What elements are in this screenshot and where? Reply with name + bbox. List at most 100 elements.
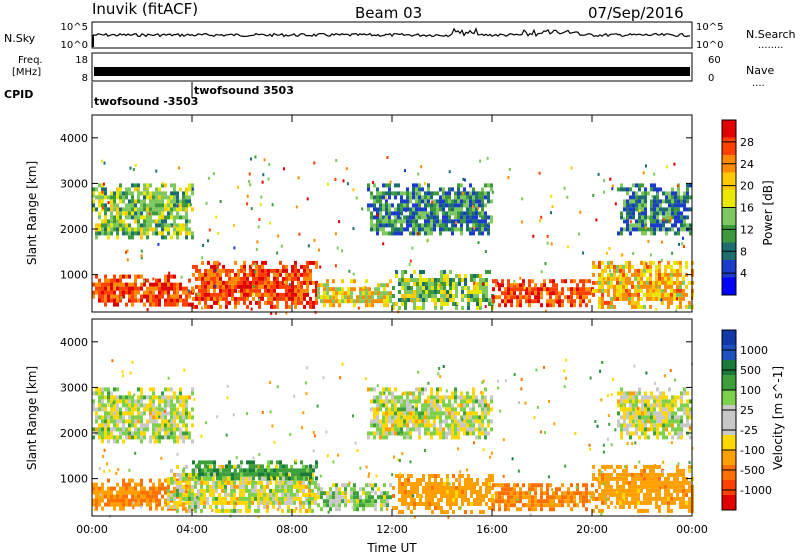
velocity-colorbar-swatch-0 bbox=[722, 330, 736, 346]
nave-tick-low: 0 bbox=[708, 73, 714, 84]
xtick-label-4: 16:00 bbox=[476, 523, 508, 536]
nsky-label: N.Sky bbox=[4, 32, 36, 45]
velocity-colorbar-swatch-2 bbox=[722, 360, 736, 376]
power-band-6 bbox=[492, 279, 594, 308]
xtick-label-5: 20:00 bbox=[576, 523, 608, 536]
power-band-0 bbox=[92, 274, 194, 307]
beam-title: Beam 03 bbox=[355, 4, 422, 22]
power-colorbar-tick-label-4: 12 bbox=[740, 223, 754, 236]
freq-trace bbox=[94, 67, 690, 76]
velocity-heatmap bbox=[92, 358, 694, 519]
velocity-band-1 bbox=[92, 387, 194, 444]
velocity-band-3 bbox=[192, 460, 318, 481]
nave-tick-high: 60 bbox=[708, 55, 721, 66]
velocity-colorbar: 1000 500 100 25 -25 -100 -500 -1000 bbox=[721, 329, 772, 511]
power-band-1 bbox=[92, 183, 194, 240]
power-panel: 1000 2000 3000 4000 Slant Range [km] 28 24 20… bbox=[25, 114, 775, 315]
cpid-entry-2: twofsound 3503 bbox=[194, 84, 294, 97]
velocity-colorbar-swatch-10 bbox=[722, 480, 736, 496]
velocity-colorbar-swatch-6 bbox=[722, 420, 736, 436]
velocity-band-6 bbox=[367, 387, 493, 440]
date-title: 07/Sep/2016 bbox=[588, 4, 684, 22]
power-colorbar-tick-label-6: 4 bbox=[740, 267, 747, 280]
velocity-speckle bbox=[94, 358, 694, 519]
power-band-3 bbox=[317, 279, 392, 308]
cpid-entry-1: twofsound -3503 bbox=[94, 95, 198, 108]
power-colorbar: 28 24 20 16 12 8 4 bbox=[721, 119, 754, 296]
nave-label: Nave bbox=[746, 64, 774, 77]
velocity-colorbar-swatch-3 bbox=[722, 375, 736, 391]
velocity-colorbar-tick-label-3: 25 bbox=[740, 404, 754, 417]
power-speckle bbox=[92, 155, 694, 315]
velocity-panel: 1000 2000 3000 4000 00:00 04:00 08:00 12:00 16:… bbox=[25, 318, 785, 536]
power-heatmap bbox=[92, 155, 694, 315]
freq-label-1: Freq. bbox=[18, 55, 43, 66]
velocity-colorbar-tick-label-7: -1000 bbox=[740, 484, 772, 497]
power-colorbar-swatch-1 bbox=[722, 137, 736, 156]
nsky-panel: N.Sky 10^5 10^0 10^5 10^0 N.Search .....… bbox=[4, 21, 796, 51]
power-yaxis: 1000 2000 3000 4000 bbox=[60, 132, 692, 282]
power-colorbar-swatch-9 bbox=[722, 277, 736, 296]
power-band-4 bbox=[392, 270, 494, 310]
nsky-line bbox=[93, 27, 691, 38]
velocity-colorbar-swatch-8 bbox=[722, 450, 736, 466]
freq-label-2: [MHz] bbox=[12, 67, 41, 78]
velocity-ytick-label-2: 3000 bbox=[60, 381, 88, 394]
power-ytick-label-2: 3000 bbox=[60, 177, 88, 190]
velocity-colorbar-swatch-7 bbox=[722, 435, 736, 451]
power-colorbar-swatch-0 bbox=[722, 120, 736, 138]
velocity-colorbar-swatch-1 bbox=[722, 345, 736, 361]
power-colorbar-tick-label-1: 24 bbox=[740, 158, 754, 171]
station-title: Inuvik (fitACF) bbox=[92, 0, 198, 18]
power-ytick-label-0: 1000 bbox=[60, 269, 88, 282]
xtick-label-1: 04:00 bbox=[176, 523, 208, 536]
velocity-yaxis: 1000 2000 3000 4000 bbox=[60, 336, 692, 486]
velocity-colorbar-frame bbox=[721, 329, 737, 511]
nsky-trace bbox=[92, 27, 691, 47]
power-ytick-label-3: 4000 bbox=[60, 132, 88, 145]
power-colorbar-swatch-6 bbox=[722, 225, 736, 243]
velocity-colorbar-swatch-11 bbox=[722, 495, 736, 511]
velocity-colorbar-swatch-5 bbox=[722, 405, 736, 421]
power-band-7 bbox=[592, 260, 694, 309]
velocity-band-8 bbox=[592, 464, 694, 513]
power-ylabel: Slant Range [km] bbox=[25, 161, 39, 265]
freq-tick-high: 18 bbox=[75, 55, 88, 66]
velocity-colorbar-tick-label-4: -25 bbox=[740, 424, 758, 437]
xaxis-label: Time UT bbox=[366, 541, 417, 554]
power-colorbar-tick-label-5: 8 bbox=[740, 245, 747, 258]
nave-dots: .... bbox=[752, 78, 765, 89]
power-colorbar-swatch-5 bbox=[722, 207, 736, 226]
cpid-label: CPID bbox=[4, 88, 33, 101]
nsky-tick-low: 10^0 bbox=[61, 40, 88, 51]
nsearch-dots: ........ bbox=[758, 40, 783, 51]
xtick-label-3: 12:00 bbox=[376, 523, 408, 536]
velocity-colorbar-tick-label-0: 1000 bbox=[740, 344, 768, 357]
nsky-tick-high: 10^5 bbox=[61, 22, 88, 33]
velocity-colorbar-swatch-9 bbox=[722, 465, 736, 481]
xtick-label-6: 00:00 bbox=[676, 523, 708, 536]
velocity-xaxis: 00:00 04:00 08:00 12:00 16:00 20:00 00:00 bbox=[76, 319, 708, 536]
cpid-row: CPID twofsound -3503 twofsound 3503 bbox=[4, 82, 294, 108]
power-colorbar-label: Power [dB] bbox=[761, 180, 775, 245]
velocity-colorbar-tick-label-2: 100 bbox=[740, 384, 761, 397]
freq-frame bbox=[91, 52, 693, 82]
power-colorbar-tick-label-0: 28 bbox=[740, 136, 754, 149]
velocity-band-7 bbox=[492, 483, 594, 512]
power-band-5 bbox=[367, 183, 493, 236]
power-colorbar-swatch-4 bbox=[722, 190, 736, 208]
velocity-ytick-label-3: 4000 bbox=[60, 336, 88, 349]
power-colorbar-swatch-3 bbox=[722, 172, 736, 191]
velocity-colorbar-tick-label-5: -100 bbox=[740, 444, 765, 457]
velocity-band-4 bbox=[317, 483, 392, 512]
velocity-band-5 bbox=[392, 474, 494, 514]
power-colorbar-swatch-8 bbox=[722, 260, 736, 278]
power-xaxis-ticks bbox=[91, 115, 693, 312]
velocity-band-9 bbox=[617, 387, 692, 440]
velocity-ylabel: Slant Range [km] bbox=[25, 366, 39, 470]
power-colorbar-tick-label-3: 16 bbox=[740, 202, 754, 215]
velocity-colorbar-tick-label-1: 500 bbox=[740, 364, 761, 377]
velocity-colorbar-label: Velocity [m s^-1] bbox=[771, 366, 785, 470]
nsearch-tick-low: 10^0 bbox=[696, 40, 723, 51]
